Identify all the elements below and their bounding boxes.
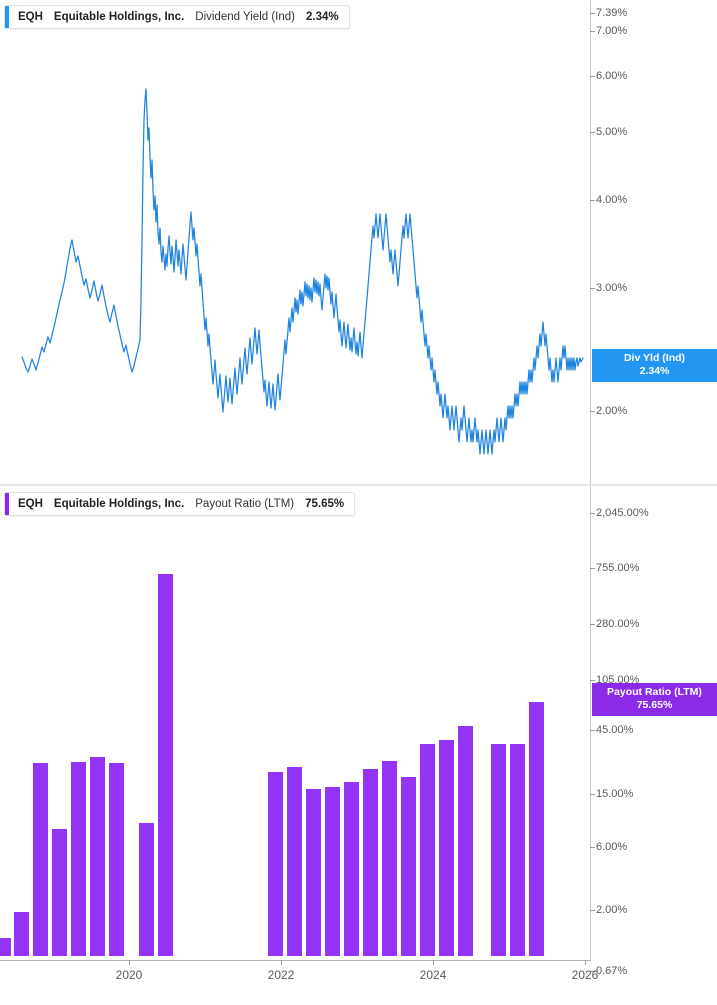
payout-ratio-bars-svg (0, 574, 544, 956)
ytick-label-bottom-6: 6.00% (596, 841, 628, 853)
ytick-mark (590, 31, 595, 32)
ytick-mark (590, 411, 595, 412)
top-axis-line (590, 0, 591, 485)
payout-ratio-panel: Payout Ratio (LTM) 75.65% EQH Equitable … (0, 486, 717, 1005)
ytick-label-top-1: 7.00% (596, 25, 628, 37)
dividend-yield-line (21, 88, 584, 455)
bar[interactable] (139, 823, 154, 956)
ytick-mark (590, 971, 595, 972)
payout-ratio-legend[interactable]: EQH Equitable Holdings, Inc. Payout Rati… (4, 492, 356, 516)
bar[interactable] (325, 787, 340, 956)
ytick-label-top-4: 4.00% (596, 194, 628, 206)
legend-ticker: EQH (18, 11, 43, 23)
bar[interactable] (52, 829, 67, 956)
legend-color-swatch-purple (5, 493, 9, 515)
xtick-label-2026: 2026 (571, 968, 599, 982)
bar[interactable] (458, 726, 473, 956)
ytick-label-bottom-3: 105.00% (596, 674, 640, 686)
bar[interactable] (439, 740, 454, 956)
xtick-mark (433, 960, 434, 965)
price-tag-value: 2.34% (639, 365, 670, 377)
ytick-mark (590, 847, 595, 848)
ytick-label-bottom-0: 2,045.00% (596, 507, 649, 519)
ytick-mark (590, 624, 595, 625)
bar[interactable] (287, 767, 302, 956)
ytick-mark (590, 288, 595, 289)
ytick-label-bottom-8: 0.67% (596, 965, 628, 977)
xtick-mark (585, 960, 586, 965)
price-tag-label: Div Yld (Ind) (623, 352, 686, 364)
price-tag-label: Payout Ratio (LTM) (607, 686, 702, 698)
dividend-yield-price-tag: Div Yld (Ind) 2.34% (592, 349, 717, 382)
ytick-label-bottom-4: 45.00% (596, 724, 634, 736)
ytick-label-top-6: 2.00% (596, 405, 628, 417)
ytick-label-top-5: 3.00% (596, 282, 628, 294)
dividend-yield-panel: 7.39% 7.00% 6.00% 5.00% 4.00% 3.00% 2.00… (0, 0, 717, 485)
ytick-mark (590, 680, 595, 681)
bar[interactable] (401, 777, 416, 956)
bar[interactable] (529, 702, 544, 956)
ytick-label-bottom-1: 755.00% (596, 562, 640, 574)
legend-company: Equitable Holdings, Inc. (53, 11, 185, 23)
xtick-mark (129, 960, 130, 965)
bar[interactable] (306, 789, 321, 956)
xtick-label-2022: 2022 (267, 968, 295, 982)
legend-ticker: EQH (18, 498, 43, 510)
bar[interactable] (14, 912, 29, 956)
ytick-label-bottom-7: 2.00% (596, 904, 628, 916)
bar[interactable] (382, 761, 397, 956)
legend-color-swatch-blue (5, 6, 9, 28)
xtick-label-2024: 2024 (419, 968, 447, 982)
bar[interactable] (268, 772, 283, 956)
legend-company: Equitable Holdings, Inc. (53, 498, 185, 510)
bar[interactable] (109, 763, 124, 956)
bar[interactable] (90, 757, 105, 956)
payout-ratio-price-tag: Payout Ratio (LTM) 75.65% (592, 683, 717, 716)
ytick-mark (590, 76, 595, 77)
dividend-yield-line-svg (21, 88, 584, 455)
bar[interactable] (158, 574, 173, 956)
bottom-axis-line (590, 486, 591, 961)
payout-ratio-plot[interactable] (0, 486, 590, 956)
ytick-label-bottom-5: 15.00% (596, 788, 634, 800)
ytick-mark (590, 794, 595, 795)
legend-metric: Payout Ratio (LTM) (195, 498, 295, 510)
bar[interactable] (71, 762, 86, 956)
panel-divider (0, 484, 717, 486)
ytick-mark (590, 513, 595, 514)
legend-metric: Dividend Yield (Ind) (195, 11, 295, 23)
ytick-label-top-0: 7.39% (596, 7, 628, 19)
ytick-mark (590, 910, 595, 911)
dividend-yield-plot[interactable] (0, 0, 590, 485)
ytick-mark (590, 132, 595, 133)
bar[interactable] (0, 938, 11, 956)
ytick-label-top-3: 5.00% (596, 126, 628, 138)
dividend-yield-legend[interactable]: EQH Equitable Holdings, Inc. Dividend Yi… (4, 5, 350, 29)
bar[interactable] (420, 744, 435, 956)
x-axis-line (0, 960, 591, 961)
ytick-mark (590, 200, 595, 201)
bar[interactable] (344, 782, 359, 956)
ytick-mark (590, 568, 595, 569)
ytick-mark (590, 730, 595, 731)
legend-value: 2.34% (306, 11, 339, 23)
bar[interactable] (363, 769, 378, 956)
bar[interactable] (33, 763, 48, 956)
xtick-mark (281, 960, 282, 965)
legend-value: 75.65% (305, 498, 345, 510)
ytick-label-bottom-2: 280.00% (596, 618, 640, 630)
xtick-label-2020: 2020 (115, 968, 143, 982)
bar[interactable] (510, 744, 525, 956)
price-tag-value: 75.65% (636, 699, 673, 711)
bar[interactable] (491, 744, 506, 956)
payout-ratio-bar-group (0, 574, 544, 956)
ytick-label-top-2: 6.00% (596, 70, 628, 82)
ytick-mark (590, 13, 595, 14)
